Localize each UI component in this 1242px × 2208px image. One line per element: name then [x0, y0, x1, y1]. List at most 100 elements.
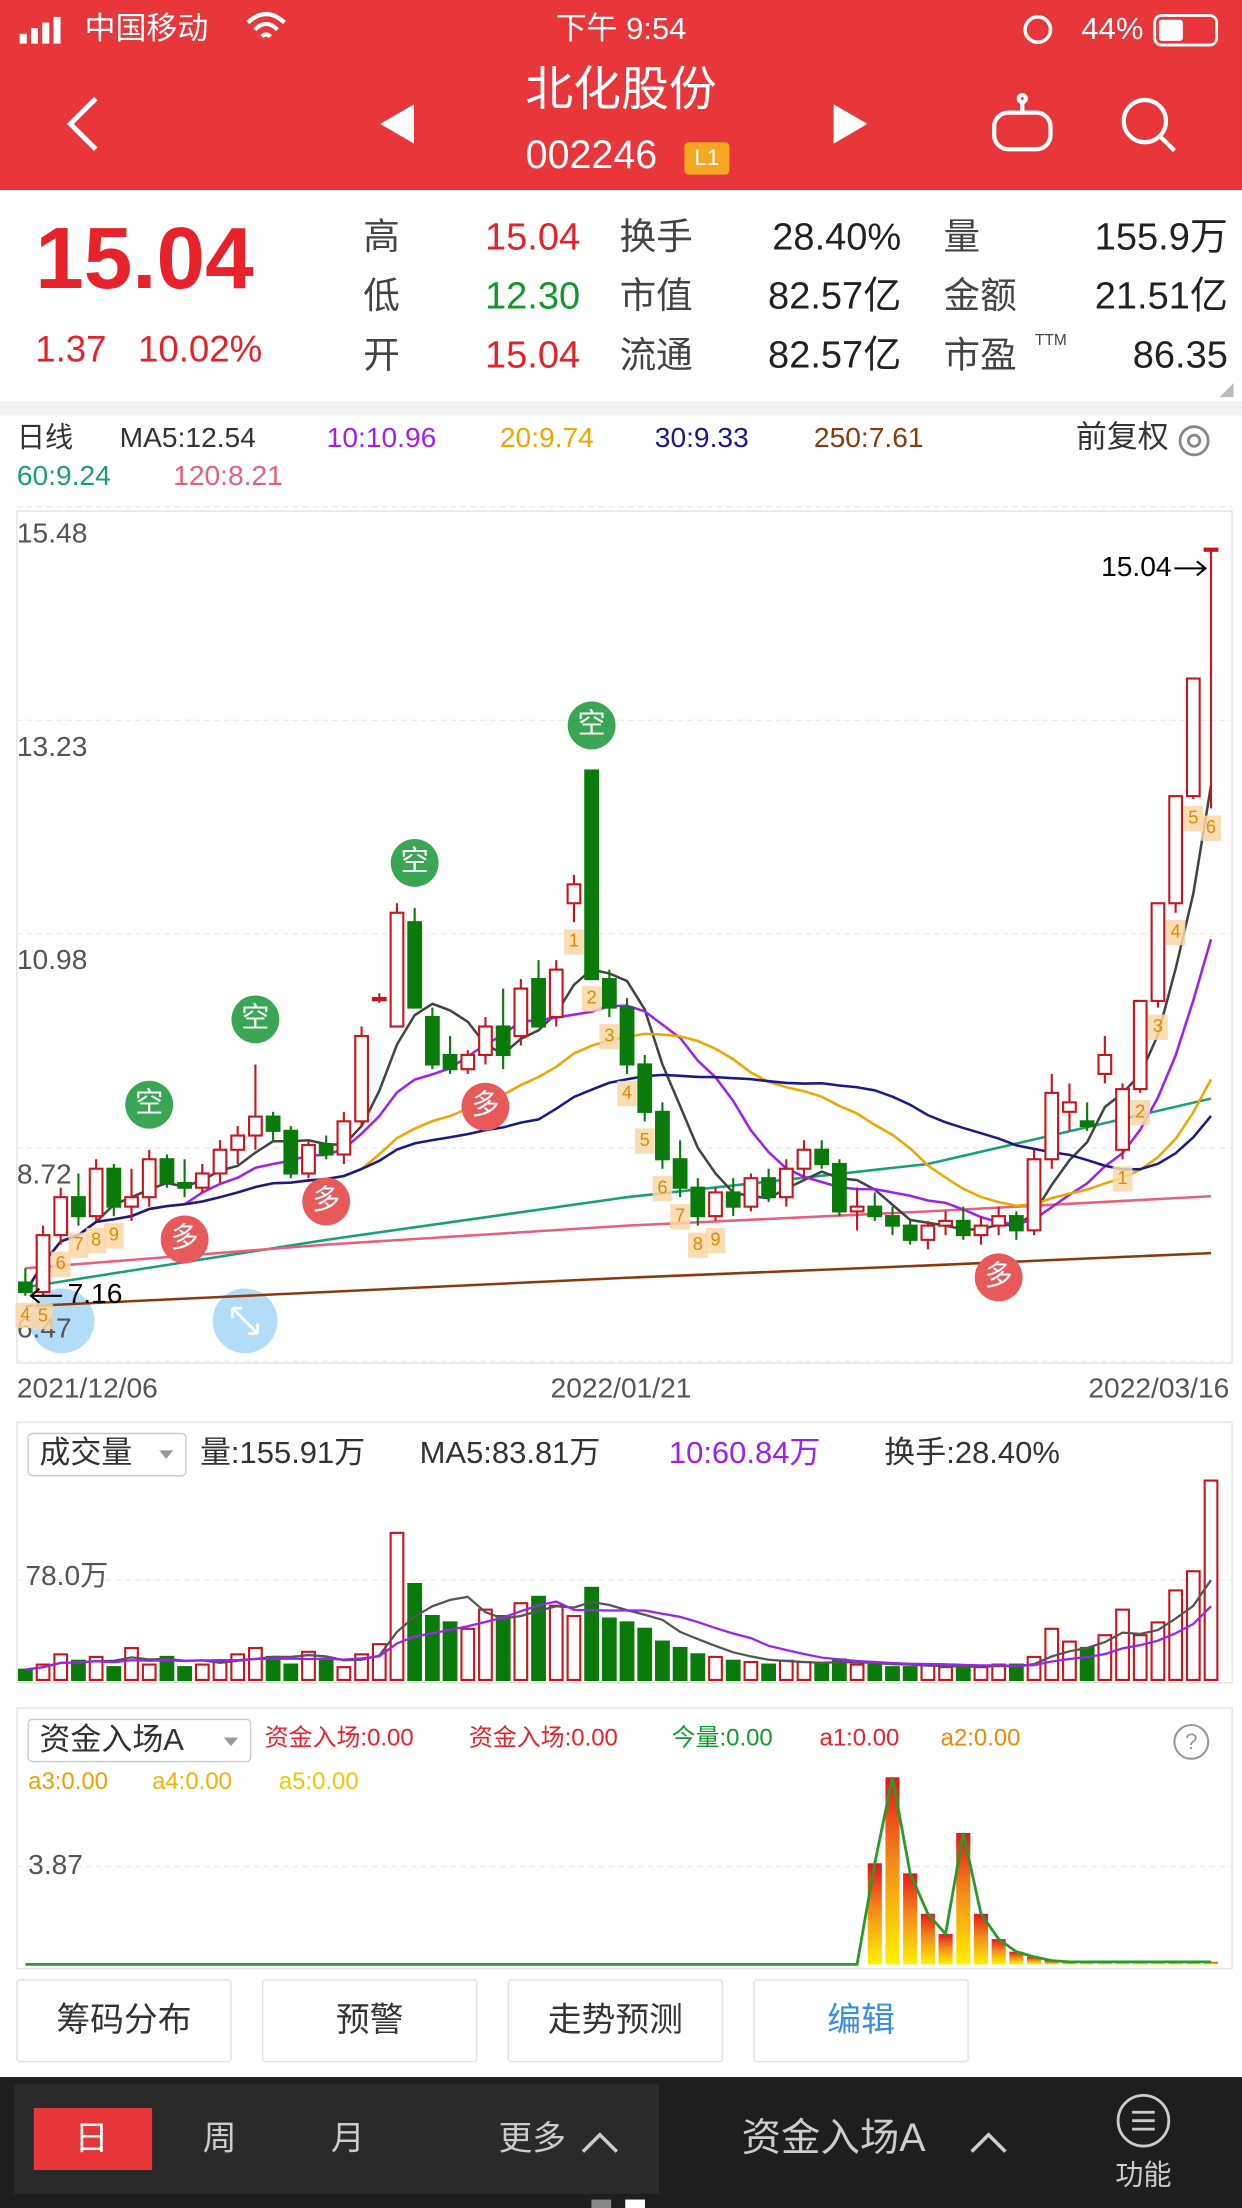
tool-button[interactable] — [261, 1979, 478, 2063]
robot-button[interactable] — [992, 92, 1053, 152]
volume-selector[interactable] — [27, 1432, 187, 1477]
signal-label: 空 — [241, 1002, 269, 1033]
tool-button[interactable] — [16, 1979, 232, 2063]
count-badge — [564, 929, 584, 955]
volume-bar — [248, 1646, 263, 1681]
more-chevron[interactable] — [581, 2132, 619, 2153]
volume-bar — [1097, 1634, 1113, 1681]
candle-body — [885, 1215, 900, 1227]
volume-bar — [761, 1663, 776, 1681]
volume-bar — [389, 1531, 405, 1681]
candle-body — [743, 1177, 759, 1208]
y-tick-label: 3.87 — [28, 1849, 83, 1880]
count-label: 9 — [710, 1228, 720, 1249]
signal-label: 空 — [578, 708, 606, 739]
candle-body — [619, 1006, 635, 1066]
volume-bar — [690, 1653, 706, 1681]
back-button[interactable] — [66, 96, 98, 152]
count-badge — [1201, 815, 1221, 841]
volume-bar — [655, 1640, 670, 1681]
volume-bar — [619, 1621, 635, 1681]
count-label: 6 — [657, 1176, 667, 1197]
volume-bar — [495, 1614, 511, 1681]
buy-signal — [302, 1177, 351, 1226]
level-badge — [684, 142, 730, 175]
count-badge — [705, 1227, 726, 1254]
prev-stock[interactable] — [380, 104, 414, 144]
fund-label: 资金入场:0.00 — [265, 1724, 414, 1751]
search-button[interactable] — [1121, 97, 1176, 153]
fund-bar — [1009, 1951, 1024, 1965]
volume-bar — [743, 1660, 759, 1681]
volume-frame — [16, 1421, 1233, 1684]
period-tab[interactable]: 周 — [203, 2119, 237, 2157]
fund-label: 资金入场:0.00 — [469, 1724, 618, 1751]
count-label: 4 — [622, 1081, 632, 1102]
volume-bar — [106, 1666, 122, 1681]
tool-button[interactable] — [507, 1979, 724, 2063]
tool-button-label[interactable]: 编辑 — [827, 2001, 895, 2039]
tool-button-label[interactable]: 预警 — [336, 2001, 404, 2039]
candle-body — [71, 1196, 86, 1218]
candle-body — [177, 1181, 193, 1189]
candle-body — [265, 1115, 281, 1132]
volume-bar — [1132, 1634, 1148, 1681]
menu-icon[interactable] — [1116, 2093, 1171, 2148]
volume-bar — [1079, 1646, 1095, 1681]
candle-body — [301, 1143, 316, 1175]
volume-label: 10:60.84万 — [669, 1435, 821, 1470]
candle-body — [407, 921, 423, 1009]
fund-selector[interactable] — [27, 1718, 252, 1763]
candle-body — [1132, 999, 1148, 1091]
indicator-chevron[interactable] — [970, 2132, 1007, 2153]
volume-bar — [778, 1659, 794, 1681]
volume-bar — [973, 1666, 989, 1681]
ma-legend: 20:9.74 — [500, 422, 594, 453]
stat-label: 金额 — [943, 275, 1016, 316]
last-price: 15.04 — [35, 209, 254, 307]
signal-label: 多 — [985, 1260, 1013, 1291]
next-stock[interactable] — [833, 104, 868, 144]
candle-body — [194, 1172, 210, 1189]
active-tab — [33, 2108, 153, 2170]
tool-button-label[interactable]: 筹码分布 — [56, 2001, 191, 2039]
stat-value: 21.51亿 — [1095, 276, 1228, 318]
period-tab[interactable]: 日 — [75, 2119, 109, 2157]
indicator-tab[interactable]: 资金入场A — [742, 2116, 927, 2160]
adjust-button[interactable]: 前复权 — [1076, 420, 1169, 455]
stat-value: 82.57亿 — [768, 335, 901, 377]
menu-label[interactable]: 功能 — [1115, 2159, 1171, 2190]
kline-frame — [16, 510, 1233, 1364]
help-icon[interactable] — [1173, 1723, 1210, 1760]
count-badge — [103, 1223, 124, 1249]
tool-button[interactable] — [753, 1979, 969, 2063]
count-label: 1 — [569, 930, 579, 951]
candle-body — [141, 1158, 157, 1199]
fund-frame — [16, 1707, 1233, 1970]
change: 1.37 — [35, 329, 106, 370]
fund-label: a4:0.00 — [152, 1768, 232, 1795]
count-badge — [86, 1227, 106, 1254]
settings-icon[interactable] — [1178, 425, 1210, 457]
high-marker: 15.04 — [1101, 551, 1171, 582]
stat-label: 市盈 — [943, 334, 1016, 375]
volume-bar — [478, 1608, 493, 1681]
fund-bar — [956, 1832, 971, 1965]
period-tab[interactable]: 更多 — [498, 2119, 566, 2157]
buy-signal — [160, 1215, 209, 1264]
volume-ma-line — [25, 1600, 1212, 1671]
stat-value: 155.9万 — [1095, 216, 1228, 258]
candle-body — [283, 1129, 299, 1175]
count-label: 2 — [587, 987, 597, 1008]
volume-label: 换手:28.40% — [884, 1435, 1060, 1470]
volume-bar — [920, 1663, 936, 1681]
candle-body — [655, 1110, 670, 1161]
candle-body — [478, 1025, 493, 1057]
volume-selector-text[interactable]: 成交量 — [39, 1435, 132, 1470]
fund-selector-text[interactable]: 资金入场A — [39, 1722, 184, 1757]
help-text[interactable]: ? — [1185, 1729, 1198, 1754]
period-tab[interactable]: 月 — [331, 2119, 365, 2157]
fund-bar — [1203, 1961, 1219, 1965]
volume-bar — [1185, 1570, 1201, 1681]
tool-button-label[interactable]: 走势预测 — [548, 2001, 683, 2039]
